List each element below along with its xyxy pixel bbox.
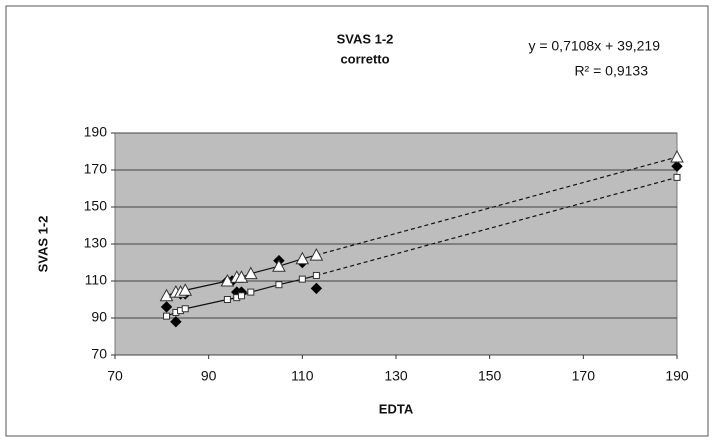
point (295, 251, 310, 265)
point (170, 315, 182, 328)
point (160, 301, 173, 313)
point (247, 288, 255, 296)
x-tick-label: 150 (478, 368, 502, 384)
point (178, 283, 193, 296)
y-tick-label: 150 (84, 198, 108, 214)
fit-line (250, 284, 280, 293)
point (181, 305, 189, 313)
y-tick-label: 70 (91, 346, 107, 362)
point (223, 296, 231, 303)
point (275, 281, 283, 289)
r-squared: R² = 0,9133 (574, 63, 648, 79)
x-tick-label: 170 (572, 368, 596, 384)
point (220, 273, 235, 287)
point (234, 270, 249, 283)
fit-line (316, 156, 678, 256)
y-tick-label: 90 (91, 309, 107, 325)
fit-line (316, 176, 678, 277)
fit-line (185, 298, 228, 310)
x-tick-label: 110 (291, 368, 314, 384)
y-tick-label: 190 (84, 124, 108, 140)
point (310, 282, 323, 295)
point (159, 288, 174, 302)
chart-subtitle: corretto (340, 51, 389, 66)
chart-title: SVAS 1-2 (337, 31, 394, 46)
point (272, 259, 286, 272)
y-tick-label: 130 (84, 235, 108, 251)
point (298, 275, 306, 283)
x-tick-label: 70 (107, 368, 123, 384)
point (670, 150, 684, 163)
y-axis-label: SVAS 1-2 (35, 216, 50, 273)
y-tick-label: 170 (84, 161, 108, 177)
point (673, 173, 681, 181)
y-tick-label: 110 (85, 272, 108, 288)
fit-line (250, 265, 280, 275)
x-tick-label: 190 (665, 368, 689, 384)
point (671, 160, 683, 173)
x-tick-label: 90 (201, 368, 217, 384)
x-tick-label: 130 (384, 368, 408, 384)
point (312, 271, 320, 279)
point (243, 266, 258, 280)
x-axis-label: EDTA (379, 401, 414, 416)
point (163, 312, 171, 320)
fit-line (185, 280, 228, 291)
point (309, 248, 324, 261)
equation: y = 0,7108x + 39,219 (528, 38, 660, 54)
fit-line (278, 278, 303, 286)
point (237, 292, 245, 300)
